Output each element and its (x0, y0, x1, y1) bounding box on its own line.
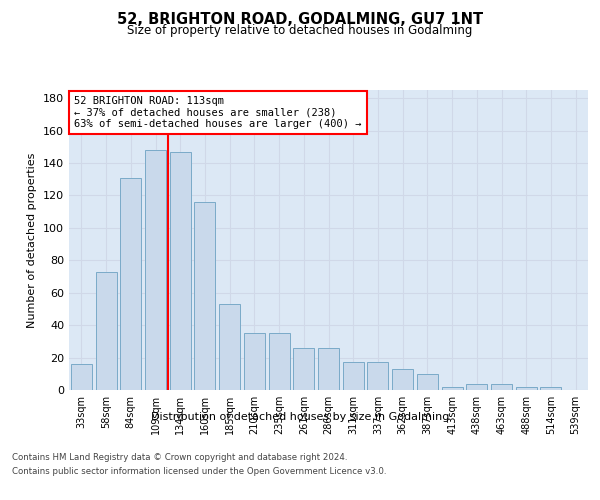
Bar (71, 364, 92, 390)
Bar (491, 384, 512, 390)
Bar (219, 304, 240, 390)
Bar (392, 369, 413, 390)
Text: Contains public sector information licensed under the Open Government Licence v3: Contains public sector information licen… (12, 468, 386, 476)
Bar (95, 272, 116, 390)
Bar (442, 387, 463, 390)
Bar (367, 362, 388, 390)
Bar (145, 150, 166, 390)
Text: 52, BRIGHTON ROAD, GODALMING, GU7 1NT: 52, BRIGHTON ROAD, GODALMING, GU7 1NT (117, 12, 483, 28)
Bar (170, 152, 191, 390)
Text: 52 BRIGHTON ROAD: 113sqm
← 37% of detached houses are smaller (238)
63% of semi-: 52 BRIGHTON ROAD: 113sqm ← 37% of detach… (74, 96, 362, 129)
Bar (541, 387, 562, 390)
Bar (293, 348, 314, 390)
Bar (343, 362, 364, 390)
Bar (120, 178, 141, 390)
Text: Distribution of detached houses by size in Godalming: Distribution of detached houses by size … (151, 412, 449, 422)
Bar (466, 384, 487, 390)
Bar (516, 387, 537, 390)
Bar (244, 333, 265, 390)
Text: Contains HM Land Registry data © Crown copyright and database right 2024.: Contains HM Land Registry data © Crown c… (12, 452, 347, 462)
Bar (269, 333, 290, 390)
Bar (417, 374, 438, 390)
Bar (318, 348, 339, 390)
Text: Size of property relative to detached houses in Godalming: Size of property relative to detached ho… (127, 24, 473, 37)
Bar (194, 202, 215, 390)
Y-axis label: Number of detached properties: Number of detached properties (28, 152, 37, 328)
